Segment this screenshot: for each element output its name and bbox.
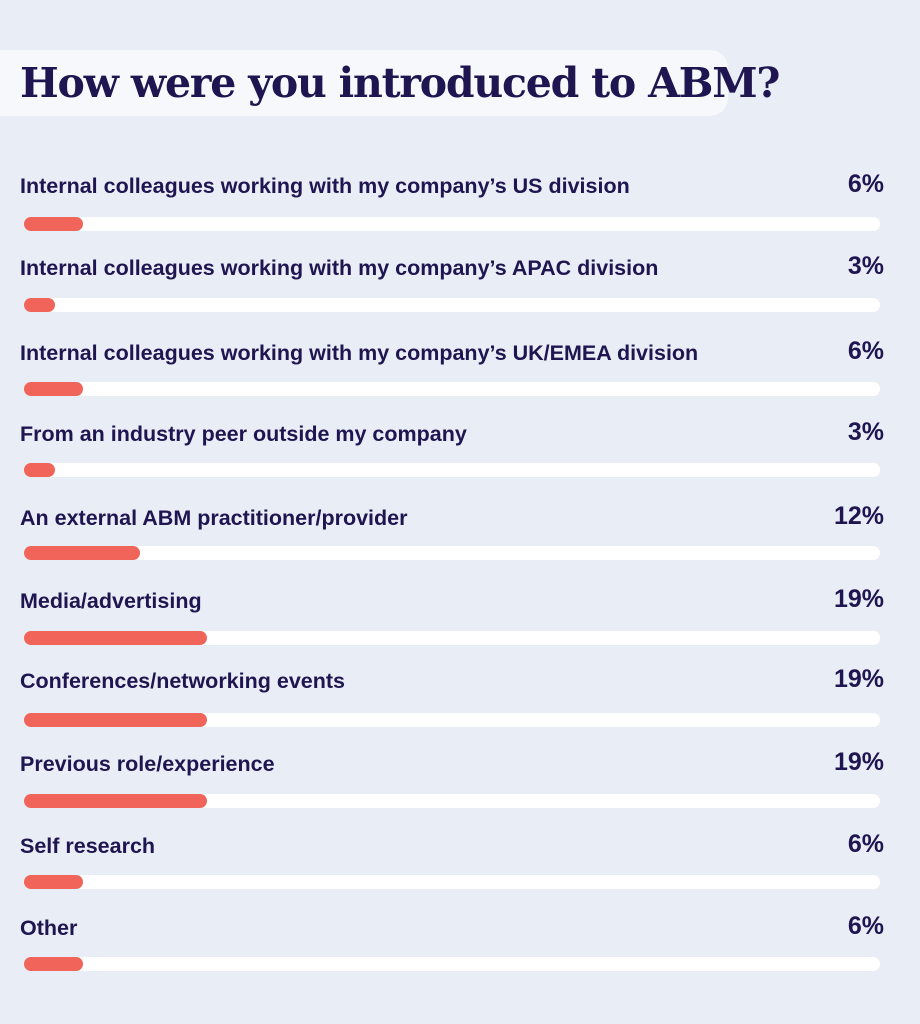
bar (24, 875, 83, 889)
bar (24, 713, 207, 727)
bar-track (24, 713, 880, 727)
category-label: Internal colleagues working with my comp… (20, 174, 630, 198)
bar-track (24, 217, 880, 231)
category-label: Media/advertising (20, 589, 202, 613)
value-label: 3% (847, 252, 884, 280)
bar-track (24, 875, 880, 889)
bar (24, 217, 83, 231)
category-label: From an industry peer outside my company (20, 422, 467, 446)
title-banner: How were you introduced to ABM? (0, 50, 780, 116)
value-label: 6% (847, 170, 884, 198)
bar-track (24, 546, 880, 560)
bar (24, 463, 55, 477)
bar (24, 631, 207, 645)
value-label: 3% (847, 418, 884, 446)
bar-track (24, 382, 880, 396)
bar (24, 957, 83, 971)
category-label: Previous role/experience (20, 752, 275, 776)
chart-title: How were you introduced to ABM? (20, 59, 780, 107)
value-label: 6% (847, 912, 884, 940)
value-label: 6% (847, 337, 884, 365)
bar-track (24, 631, 880, 645)
value-label: 19% (833, 748, 884, 776)
bar-track (24, 794, 880, 808)
bar-track (24, 463, 880, 477)
category-label: Conferences/networking events (20, 669, 345, 693)
value-label: 12% (833, 502, 884, 530)
category-label: Internal colleagues working with my comp… (20, 256, 659, 280)
bar (24, 298, 55, 312)
bar (24, 794, 207, 808)
category-label: Other (20, 916, 78, 940)
value-label: 19% (833, 585, 884, 613)
category-label: Self research (20, 834, 156, 858)
category-label: Internal colleagues working with my comp… (20, 341, 699, 365)
value-label: 19% (833, 665, 884, 693)
bar (24, 382, 83, 396)
bar-track (24, 298, 880, 312)
bar (24, 546, 140, 560)
category-label: An external ABM practitioner/provider (20, 506, 408, 530)
value-label: 6% (847, 830, 884, 858)
bar-track (24, 957, 880, 971)
